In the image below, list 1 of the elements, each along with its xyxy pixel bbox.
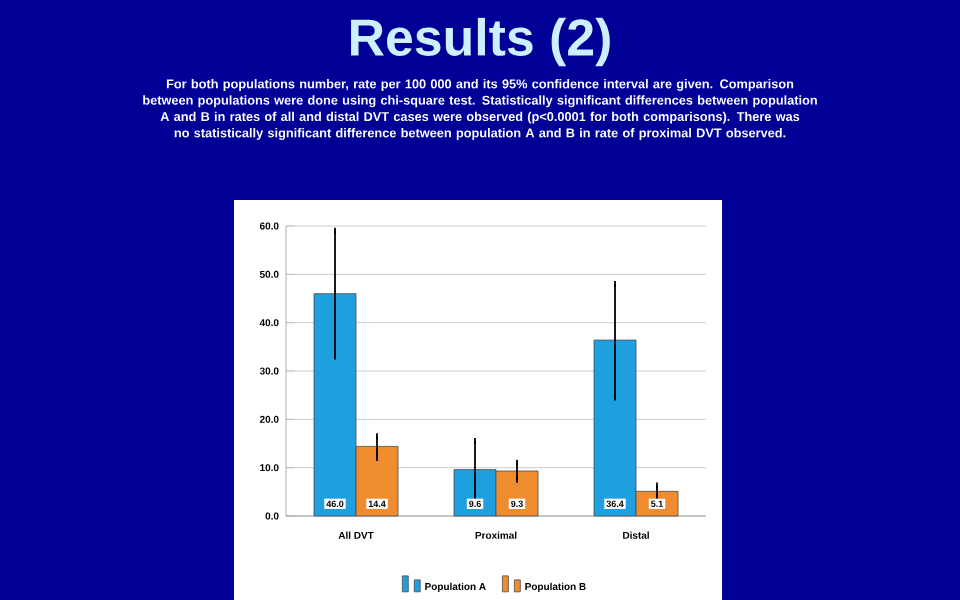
chart-title: Results (2)	[351, 17, 610, 67]
